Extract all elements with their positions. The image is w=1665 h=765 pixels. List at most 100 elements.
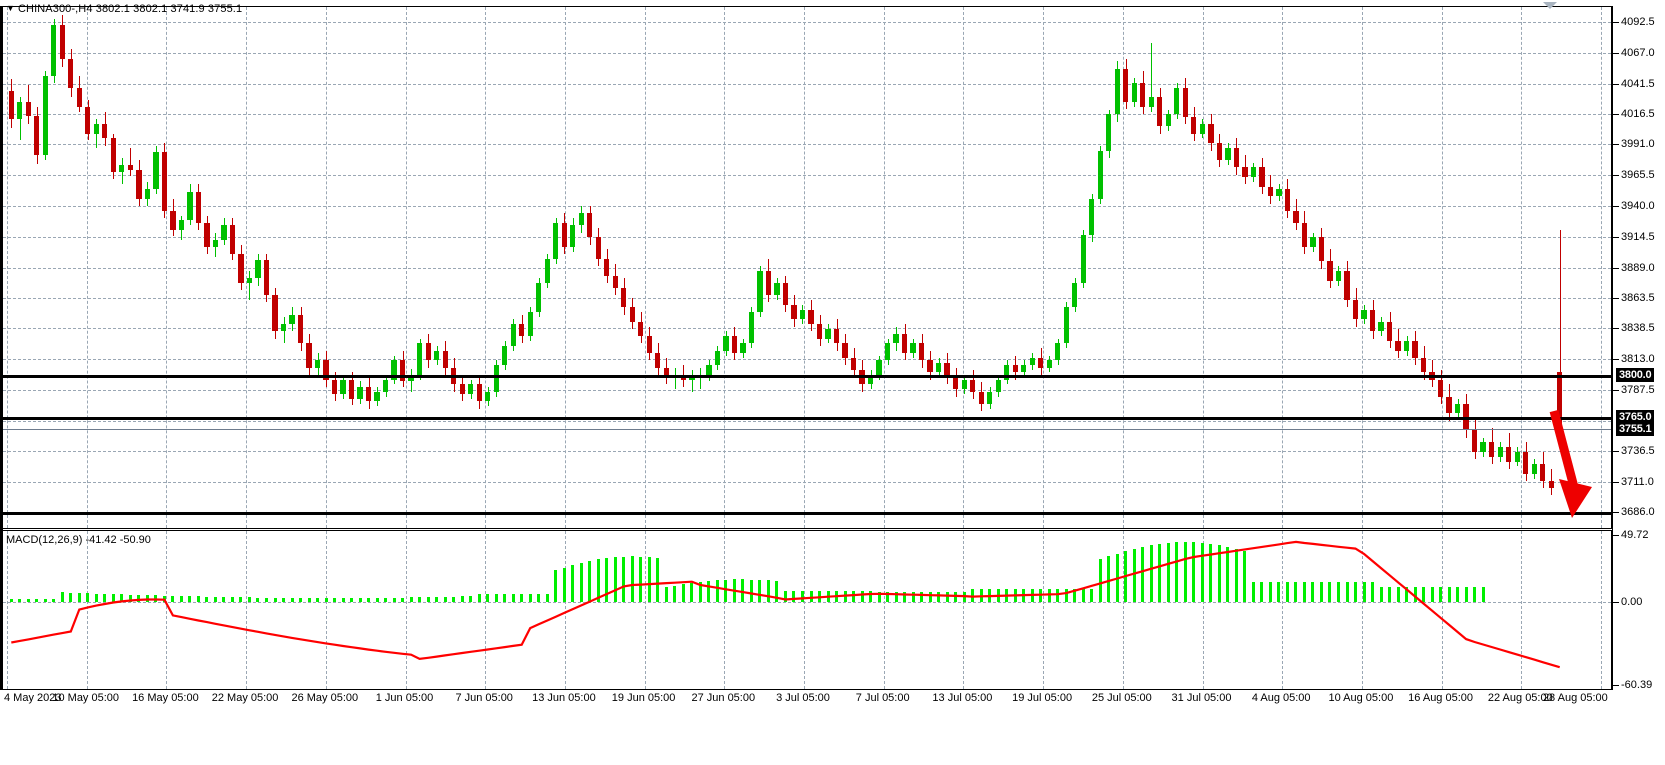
price-axis-label: 3711.0	[1621, 476, 1654, 489]
candle-body	[76, 87, 82, 108]
macd-histogram-bar	[52, 599, 55, 603]
macd-header[interactable]: MACD(12,26,9) -41.42 -50.90	[6, 534, 151, 546]
candle-body	[1131, 82, 1137, 103]
time-axis-label: 31 Jul 05:00	[1171, 692, 1232, 704]
macd-zero-line	[3, 602, 1611, 604]
candle-body	[425, 343, 431, 361]
axis-tick	[1613, 298, 1619, 300]
macd-histogram-bar	[571, 565, 574, 603]
time-axis-label: 22 Aug 05:00	[1487, 692, 1553, 704]
candle-body	[1301, 222, 1308, 247]
grid-line-vertical	[1362, 531, 1363, 689]
down-arrow-annotation[interactable]	[1542, 405, 1602, 525]
macd-histogram-bar	[137, 594, 140, 603]
macd-histogram-bar	[503, 593, 506, 603]
grid-line-horizontal	[3, 83, 1611, 85]
time-axis-label: 7 Jun 05:00	[455, 692, 513, 704]
price-axis-label: 4067.0	[1621, 46, 1655, 59]
candle-body	[280, 324, 287, 332]
candle-body	[578, 213, 584, 226]
candle-body	[1157, 97, 1163, 127]
price-pane[interactable]	[2, 6, 1612, 529]
candle-body	[1480, 442, 1486, 452]
price-level-line[interactable]	[3, 374, 1611, 378]
candle-body	[416, 343, 423, 375]
time-axis-label: 19 Jun 05:00	[611, 692, 676, 704]
macd-histogram-bar	[350, 597, 353, 603]
candle-body	[340, 379, 346, 395]
grid-line-vertical	[1521, 531, 1522, 689]
candle-body	[978, 391, 984, 404]
candle-body	[1548, 480, 1554, 489]
macd-histogram-bar	[1175, 542, 1178, 603]
candle-body	[1293, 210, 1299, 223]
macd-histogram-bar	[1082, 589, 1085, 603]
price-level-line[interactable]	[3, 417, 1611, 421]
macd-histogram-bar	[852, 590, 855, 603]
candle-body	[1318, 237, 1325, 262]
macd-histogram-bar	[563, 567, 566, 603]
macd-histogram-bar	[129, 594, 132, 603]
axis-tick	[1613, 482, 1619, 484]
macd-histogram-bar	[1048, 589, 1051, 603]
macd-histogram-bar	[435, 596, 438, 603]
axis-tick	[1613, 535, 1619, 536]
candle-body	[195, 191, 202, 223]
candle-wick	[96, 119, 97, 149]
macd-histogram-bar	[622, 556, 625, 603]
time-axis-label: 16 Aug 05:00	[1408, 692, 1474, 704]
macd-histogram-bar	[1218, 544, 1221, 603]
macd-histogram-bar	[597, 559, 600, 603]
collapse-triangle-icon[interactable]: ▼	[6, 3, 16, 13]
macd-histogram-bar	[1073, 589, 1076, 603]
candle-body	[689, 377, 695, 380]
candle-body	[1225, 148, 1231, 161]
candle-body	[17, 102, 23, 120]
candle-body	[1242, 167, 1248, 178]
price-level-line[interactable]	[3, 428, 1611, 430]
candle-body	[297, 314, 304, 344]
candle-body	[1259, 167, 1265, 187]
candle-wick	[1560, 230, 1561, 446]
price-axis-label: 3686.0	[1621, 506, 1655, 519]
macd-pane[interactable]	[2, 530, 1612, 690]
candle-body	[255, 260, 261, 279]
macd-histogram-bar	[239, 597, 242, 603]
grid-line-vertical	[485, 531, 486, 689]
macd-histogram-bar	[308, 598, 311, 603]
price-axis[interactable]: 4092.5 4067.0 4041.5 4016.5 3991.0 3965.5 3940…	[1612, 6, 1665, 691]
candle-body	[1148, 97, 1154, 108]
macd-histogram-bar	[188, 596, 191, 603]
grid-line-horizontal	[3, 482, 1611, 484]
candle-body	[918, 343, 925, 361]
candle-wick	[249, 271, 250, 301]
candle-body	[553, 222, 559, 260]
macd-histogram-bar	[682, 584, 685, 603]
candle-body	[1182, 87, 1188, 117]
candle-body	[570, 225, 576, 247]
candle-body	[246, 278, 253, 284]
macd-histogram-bar	[716, 580, 719, 603]
time-axis[interactable]: 4 May 2023 10 May 05:00 16 May 05:00 22 May…	[2, 690, 1612, 710]
axis-tick	[1613, 685, 1619, 686]
macd-histogram-bar	[274, 597, 277, 603]
candle-body	[970, 379, 976, 392]
macd-histogram-bar	[1328, 582, 1331, 603]
macd-histogram-bar	[1397, 586, 1400, 603]
grid-line-vertical	[1203, 531, 1204, 689]
symbol-header[interactable]: ▼ CHINA300-,H4 3802.1 3802.1 3741.9 3755.…	[6, 3, 242, 15]
candle-body	[740, 343, 746, 354]
candle-body	[102, 123, 108, 139]
macd-histogram-bar	[214, 596, 217, 603]
scroll-position-marker[interactable]	[1542, 2, 1557, 9]
macd-histogram-bar	[444, 596, 447, 603]
candle-body	[1004, 365, 1010, 380]
candle-body	[961, 379, 967, 390]
grid-line-horizontal	[3, 267, 1611, 269]
candle-body	[1369, 309, 1376, 332]
price-axis-label: 3991.0	[1621, 138, 1655, 151]
candle-body	[782, 283, 789, 305]
price-level-line[interactable]	[3, 512, 1611, 516]
